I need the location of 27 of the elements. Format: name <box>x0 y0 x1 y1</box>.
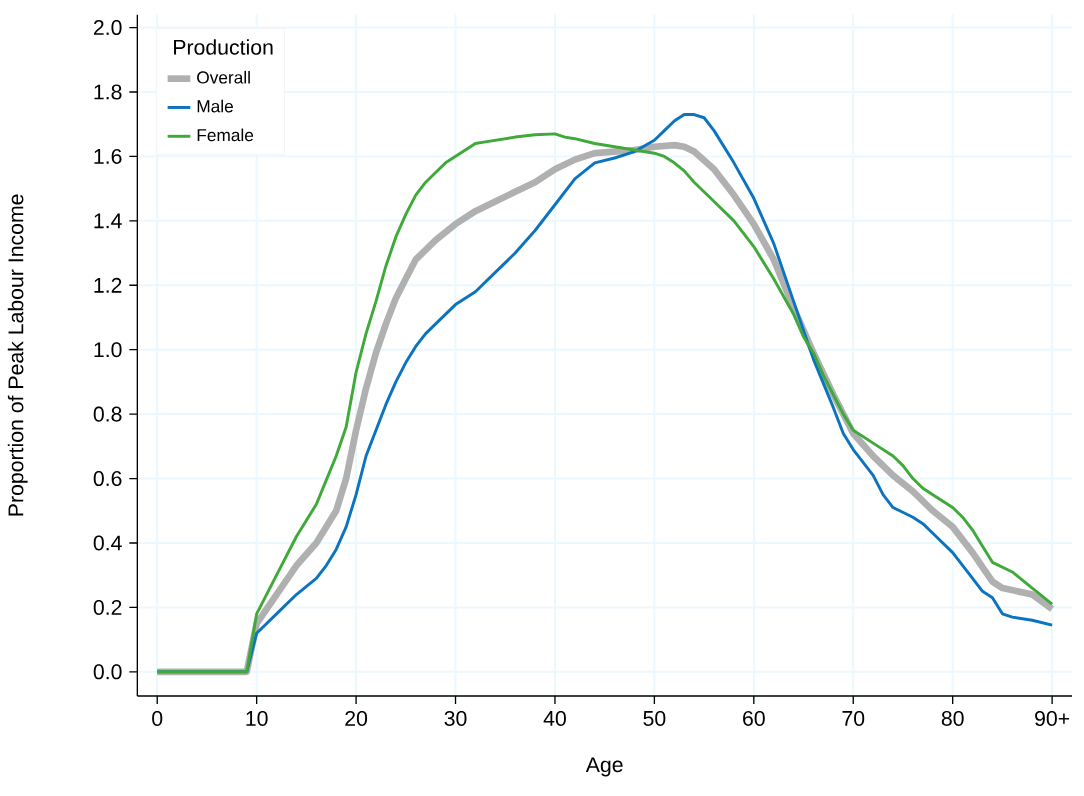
y-tick-label: 2.0 <box>93 20 122 36</box>
y-tick-label: 1.6 <box>94 148 122 164</box>
x-tick-label: 70 <box>842 710 865 726</box>
y-tick-label: 0.2 <box>93 599 122 615</box>
x-tick-label: 60 <box>743 710 765 726</box>
x-tick-label: 50 <box>643 710 666 726</box>
x-tick-label: 0 <box>152 710 163 726</box>
y-tick-label: 1.2 <box>94 277 122 293</box>
y-tick-label: 1.0 <box>94 342 122 358</box>
x-tick-label: 10 <box>246 710 268 726</box>
y-tick-label: 0.6 <box>93 471 122 487</box>
x-tick-label: 90+ <box>1035 710 1070 726</box>
x-tick-label: 20 <box>345 710 368 726</box>
legend-label: Female <box>197 128 254 142</box>
y-axis-title: Proportion of Peak Labour Income <box>7 194 28 516</box>
y-tick-label: 0.8 <box>93 406 122 422</box>
y-tick-label: 0.4 <box>93 535 122 551</box>
legend-label: Male <box>197 99 233 113</box>
x-tick-label: 40 <box>543 710 566 726</box>
y-tick-label: 1.8 <box>94 84 122 100</box>
legend-label: Overall <box>197 70 250 84</box>
x-axis-title: Age <box>585 757 623 777</box>
x-tick-label: 30 <box>444 710 467 726</box>
x-tick-label: 80 <box>941 710 964 726</box>
y-tick-label: 1.4 <box>94 213 122 229</box>
legend-title: Production <box>174 39 273 55</box>
y-tick-label: 0.0 <box>93 664 122 680</box>
